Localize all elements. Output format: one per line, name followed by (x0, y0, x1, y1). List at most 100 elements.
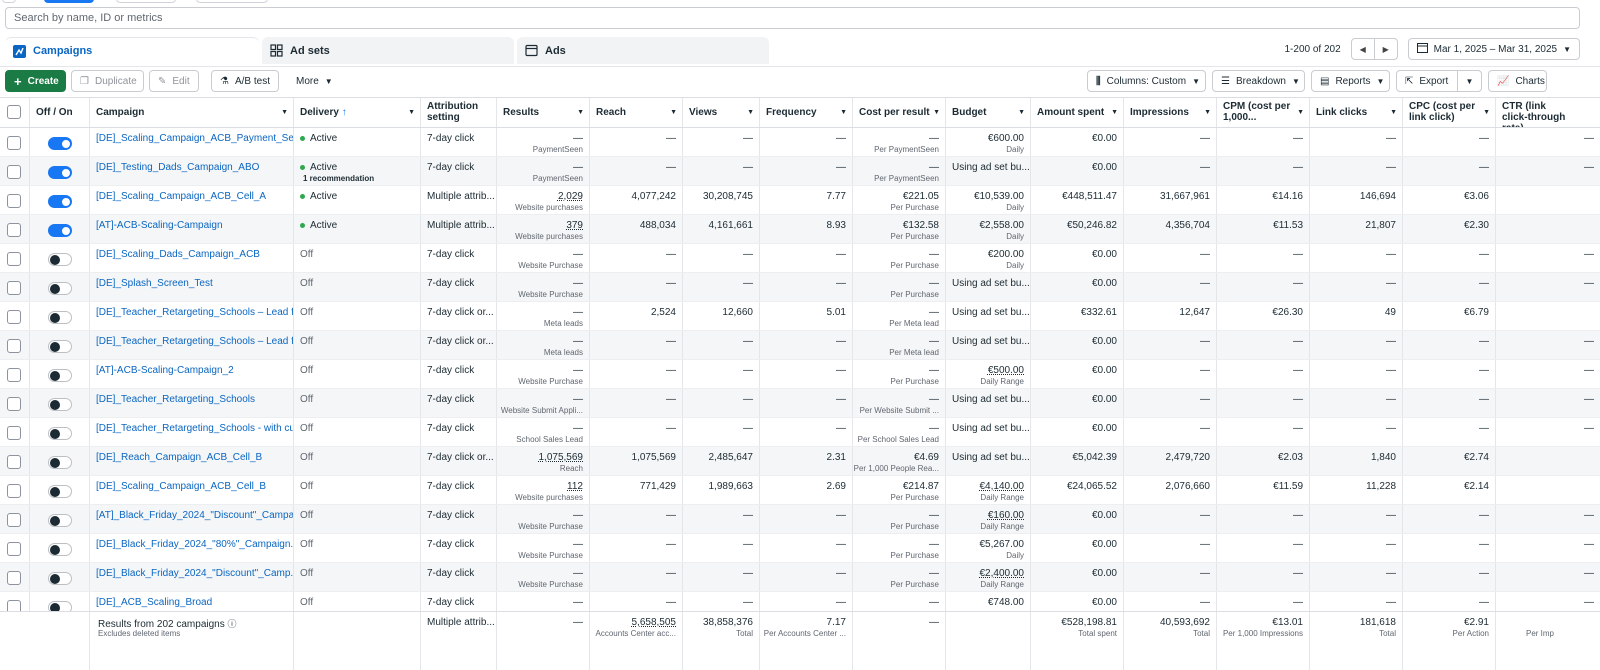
header-ctr[interactable]: CTR (link click-through rate) (1496, 98, 1600, 127)
header-frequency[interactable]: Frequency ▼ (760, 98, 853, 127)
charts-button[interactable]: 📈 Charts (1488, 70, 1547, 92)
header-onoff[interactable]: Off / On (30, 98, 90, 127)
on-off-toggle[interactable] (48, 514, 72, 527)
campaign-name-link[interactable]: [DE]_Black_Friday_2024_"80%"_Campaign... (96, 539, 294, 550)
header-attribution[interactable]: Attribution setting (421, 98, 497, 127)
columns-button[interactable]: ⫼ Columns: Custom ▼ (1087, 70, 1206, 92)
table-row[interactable]: [DE]_Teacher_Retargeting_Schools – Lead … (0, 302, 1600, 331)
next-page-button[interactable]: ▶ (1373, 38, 1398, 60)
ab-test-button[interactable]: ⚗ A/B test (211, 70, 279, 92)
row-checkbox[interactable] (7, 426, 21, 440)
campaign-name-link[interactable]: [DE]_Reach_Campaign_ACB_Cell_B (96, 452, 263, 463)
row-checkbox[interactable] (7, 194, 21, 208)
top-tab-edge[interactable] (2, 0, 16, 3)
table-row[interactable]: [DE]_Scaling_Dads_Campaign_ACB Off 7-day c… (0, 244, 1600, 273)
top-tab[interactable] (116, 0, 176, 3)
on-off-toggle[interactable] (48, 369, 72, 382)
table-row[interactable]: [DE]_Splash_Screen_Test Off 7-day click — We… (0, 273, 1600, 302)
table-row[interactable]: [AT]-ACB-Scaling-Campaign Active Multiple … (0, 215, 1600, 244)
table-row[interactable]: [DE]_Teacher_Retargeting_Schools – Lead … (0, 331, 1600, 360)
info-icon[interactable]: ⓘ (227, 619, 237, 629)
header-delivery[interactable]: Delivery ↑ ▼ (294, 98, 421, 127)
row-checkbox[interactable] (7, 339, 21, 353)
tab-campaigns[interactable]: Campaigns (5, 37, 259, 64)
table-row[interactable]: [DE]_Scaling_Campaign_ACB_Cell_B Off 7-day… (0, 476, 1600, 505)
campaign-name-link[interactable]: [AT]-ACB-Scaling-Campaign (96, 220, 223, 231)
on-off-toggle[interactable] (48, 398, 72, 411)
row-checkbox[interactable] (7, 397, 21, 411)
search-box[interactable] (5, 7, 1580, 29)
campaign-name-link[interactable]: [DE]_Black_Friday_2024_"Discount"_Camp..… (96, 568, 294, 579)
row-checkbox[interactable] (7, 368, 21, 382)
top-tab[interactable] (196, 0, 268, 3)
row-checkbox[interactable] (7, 252, 21, 266)
on-off-toggle[interactable] (48, 572, 72, 585)
table-row[interactable]: [DE]_Testing_Dads_Campaign_ABO Active 1 re… (0, 157, 1600, 186)
header-amount-spent[interactable]: Amount spent ▼ (1031, 98, 1124, 127)
on-off-toggle[interactable] (48, 456, 72, 469)
campaign-name-link[interactable]: [DE]_Scaling_Campaign_ACB_Cell_A (96, 191, 267, 202)
row-checkbox[interactable] (7, 455, 21, 469)
campaign-name-link[interactable]: [DE]_Teacher_Retargeting_Schools – Lead … (96, 307, 294, 318)
search-input[interactable] (6, 8, 1579, 28)
create-button[interactable]: + Create (5, 70, 66, 92)
export-menu-button[interactable]: ▼ (1457, 70, 1482, 92)
header-link-clicks[interactable]: Link clicks ▼ (1310, 98, 1403, 127)
table-row[interactable]: [AT]_Black_Friday_2024_"Discount"_Campa.… (0, 505, 1600, 534)
row-checkbox[interactable] (7, 571, 21, 585)
header-impressions[interactable]: Impressions ▼ (1124, 98, 1217, 127)
edit-button[interactable]: ✎ Edit (149, 70, 199, 92)
export-button[interactable]: ⇱ Export (1396, 70, 1458, 92)
table-row[interactable]: [DE]_Reach_Campaign_ACB_Cell_B Off 7-day c… (0, 447, 1600, 476)
duplicate-button[interactable]: ❐ Duplicate (71, 70, 144, 92)
table-row[interactable]: [DE]_Teacher_Retargeting_Schools - with … (0, 418, 1600, 447)
table-row[interactable]: [DE]_Scaling_Campaign_ACB_Payment_Seen Ac… (0, 128, 1600, 157)
row-checkbox[interactable] (7, 165, 21, 179)
header-budget[interactable]: Budget ▼ (946, 98, 1031, 127)
reports-button[interactable]: ▤ Reports ▼ (1311, 70, 1390, 92)
on-off-toggle[interactable] (48, 485, 72, 498)
on-off-toggle[interactable] (48, 282, 72, 295)
on-off-toggle[interactable] (48, 224, 72, 237)
table-row[interactable]: [DE]_Black_Friday_2024_"80%"_Campaign...… (0, 534, 1600, 563)
header-cpc[interactable]: CPC (cost per link click) ▼ (1403, 98, 1496, 127)
on-off-toggle[interactable] (48, 543, 72, 556)
on-off-toggle[interactable] (48, 166, 72, 179)
campaign-name-link[interactable]: [DE]_Scaling_Campaign_ACB_Payment_Seen (96, 133, 294, 144)
table-row[interactable]: [DE]_Scaling_Campaign_ACB_Cell_A Active Mu… (0, 186, 1600, 215)
row-checkbox[interactable] (7, 281, 21, 295)
header-views[interactable]: Views ▼ (683, 98, 760, 127)
top-tab-selected[interactable] (44, 0, 94, 3)
table-row[interactable]: [AT]-ACB-Scaling-Campaign_2 Off 7-day clic… (0, 360, 1600, 389)
on-off-toggle[interactable] (48, 427, 72, 440)
header-cost-per-result[interactable]: Cost per result ▼ (853, 98, 946, 127)
tab-ads[interactable]: Ads (517, 37, 769, 64)
header-campaign[interactable]: Campaign ▼ (90, 98, 294, 127)
on-off-toggle[interactable] (48, 253, 72, 266)
date-range-picker[interactable]: Mar 1, 2025 – Mar 31, 2025 ▼ (1407, 38, 1580, 60)
campaign-name-link[interactable]: [DE]_Testing_Dads_Campaign_ABO (96, 162, 260, 173)
header-reach[interactable]: Reach ▼ (590, 98, 683, 127)
table-row[interactable]: [DE]_Teacher_Retargeting_Schools Off 7-day… (0, 389, 1600, 418)
header-cpm[interactable]: CPM (cost per 1,000... ▼ (1217, 98, 1310, 127)
select-all-checkbox[interactable] (7, 105, 21, 119)
header-results[interactable]: Results ▼ (497, 98, 590, 127)
row-checkbox[interactable] (7, 542, 21, 556)
row-checkbox[interactable] (7, 484, 21, 498)
campaign-name-link[interactable]: [DE]_Teacher_Retargeting_Schools (96, 394, 255, 405)
on-off-toggle[interactable] (48, 195, 72, 208)
more-button[interactable]: More ▼ (287, 70, 342, 92)
campaign-name-link[interactable]: [DE]_Splash_Screen_Test (96, 278, 213, 289)
recommendation-link[interactable]: 1 recommendation (303, 174, 375, 183)
table-row[interactable]: [DE]_Black_Friday_2024_"Discount"_Camp..… (0, 563, 1600, 592)
row-checkbox[interactable] (7, 223, 21, 237)
on-off-toggle[interactable] (48, 311, 72, 324)
on-off-toggle[interactable] (48, 340, 72, 353)
row-checkbox[interactable] (7, 136, 21, 150)
breakdown-button[interactable]: ☰ Breakdown ▼ (1212, 70, 1305, 92)
row-checkbox[interactable] (7, 310, 21, 324)
campaign-name-link[interactable]: [AT]-ACB-Scaling-Campaign_2 (96, 365, 234, 376)
campaign-name-link[interactable]: [DE]_Scaling_Dads_Campaign_ACB (96, 249, 260, 260)
campaign-name-link[interactable]: [DE]_ACB_Scaling_Broad (96, 597, 213, 608)
campaign-name-link[interactable]: [DE]_Scaling_Campaign_ACB_Cell_B (96, 481, 267, 492)
